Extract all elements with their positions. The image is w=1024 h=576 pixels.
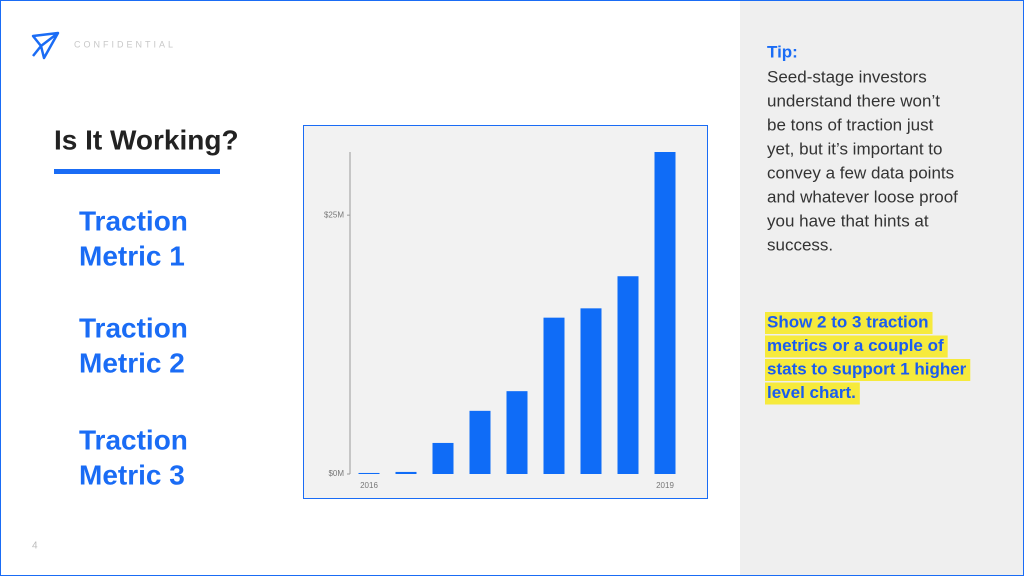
tip-line: understand there won’t [767,91,940,110]
highlight-bg [765,335,948,358]
bar [617,276,639,474]
bar [654,152,676,474]
slide-title: Is It Working? [54,124,239,155]
tip-line: be tons of traction just [767,115,934,134]
x-tick-label: 2016 [360,481,378,490]
tip-line: you have that hints at [767,211,929,230]
metrics: Traction Metric 1 Traction Metric 2 Traction… [79,205,188,490]
logo [31,31,60,60]
tip-line: success. [767,235,833,254]
metric-label: Metric 1 [79,240,185,271]
tip-line: and whatever loose proof [767,187,958,206]
bar [358,472,380,474]
highlight-line: metrics or a couple of [767,336,944,355]
tip-line: yet, but it’s important to [767,139,942,158]
bar [469,410,491,474]
metric-label: Metric 3 [79,459,185,490]
chart-frame [303,125,708,499]
highlight-bg [765,312,933,334]
tip-heading: Tip: [767,42,798,61]
bar [580,308,602,474]
highlight-line: Show 2 to 3 traction [767,312,929,331]
tip-line: convey a few data points [767,163,954,182]
y-tick-label: $0M [328,469,344,478]
highlight-line: level chart. [767,383,856,402]
bar [543,317,565,474]
tip-line: Seed-stage investors [767,67,927,86]
x-tick-label: 2019 [656,481,674,490]
y-tick-label: $25M [324,210,344,219]
highlight-line: stats to support 1 higher [767,359,967,378]
title-underline [54,169,220,174]
bar [506,391,528,474]
tip-text: Seed-stage investors understand there won… [767,67,958,254]
tip-panel [740,1,1023,575]
metric-label: Traction [79,205,188,236]
highlight-bg [765,359,971,381]
metric-label: Traction [79,424,188,455]
bar [432,442,454,474]
highlight-text: Show 2 to 3 traction metrics or a couple … [765,312,971,405]
highlight-bg [765,382,860,405]
bar [395,471,417,474]
metric-label: Traction [79,312,188,343]
confidential-label: CONFIDENTIAL [74,39,176,49]
chart: $0M $25M 2016 2019 [324,152,676,490]
metric-label: Metric 2 [79,347,185,378]
page-number: 4 [32,541,38,552]
